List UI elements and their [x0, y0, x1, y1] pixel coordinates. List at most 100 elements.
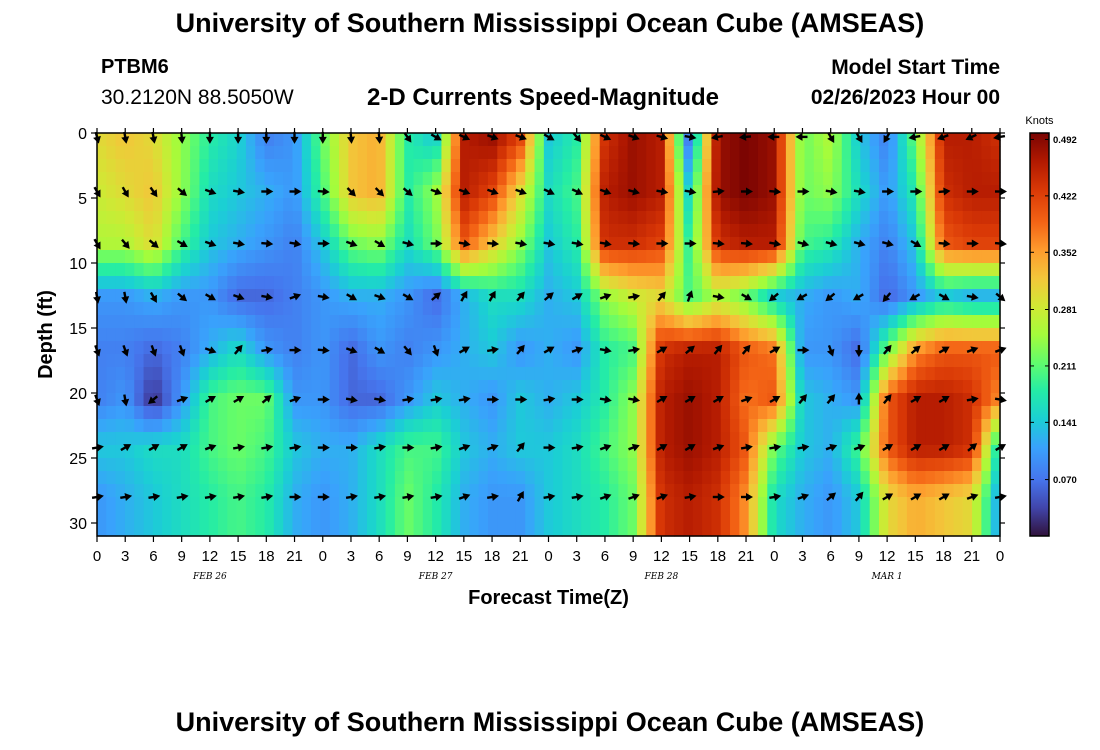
heatmap-cell [748, 484, 759, 498]
heatmap-cell [366, 198, 377, 212]
heatmap-cell [646, 458, 657, 472]
heatmap-cell [860, 393, 871, 407]
heatmap-cell [869, 471, 880, 485]
current-arrow [458, 239, 471, 248]
heatmap-cell [925, 133, 936, 147]
heatmap-cell [301, 146, 312, 160]
current-arrow [204, 187, 217, 196]
heatmap-cell [534, 497, 545, 511]
heatmap-cell [469, 523, 480, 537]
heatmap-cell [283, 328, 294, 342]
heatmap-cell [581, 406, 591, 420]
heatmap-cell [329, 289, 340, 303]
heatmap-cell [432, 211, 443, 225]
heatmap-cell [599, 471, 610, 485]
heatmap-cell [776, 276, 787, 290]
heatmap-cell [273, 497, 284, 511]
x-tick-label: 12 [879, 548, 896, 565]
heatmap-cell [534, 445, 545, 459]
heatmap-cell [497, 523, 508, 537]
heatmap-cell [636, 185, 647, 199]
heatmap-cell [283, 497, 294, 511]
heatmap-cell [143, 159, 154, 173]
heatmap-cell [553, 315, 564, 329]
heatmap-cell [683, 276, 694, 290]
heatmap-cell [478, 302, 489, 316]
heatmap-cell [627, 497, 638, 511]
current-arrow [488, 290, 496, 302]
heatmap-cell [962, 523, 973, 537]
heatmap-cell [180, 263, 191, 277]
heatmap-cell [702, 523, 713, 537]
heatmap-cell [925, 354, 936, 368]
current-arrow [881, 239, 894, 248]
heatmap-cell [562, 510, 573, 524]
heatmap-cell [301, 380, 312, 394]
heatmap-cell [720, 198, 731, 212]
heatmap-cell [497, 432, 508, 446]
heatmap-cell [525, 185, 536, 199]
heatmap-cell [422, 419, 433, 433]
heatmap-cell [273, 289, 284, 303]
heatmap-cell [227, 380, 238, 394]
heatmap-cell [785, 406, 796, 420]
heatmap-cell [711, 224, 722, 238]
heatmap-cell [581, 523, 591, 537]
heatmap-cell [869, 341, 880, 355]
heatmap-cell [823, 263, 834, 277]
current-arrow [232, 293, 245, 301]
heatmap-cell [776, 523, 787, 537]
heatmap-cell [301, 458, 312, 472]
heatmap-cell [832, 185, 843, 199]
heatmap-cell [162, 159, 173, 173]
heatmap-cell [218, 276, 228, 290]
heatmap-cell [813, 302, 824, 316]
heatmap-cell [348, 159, 359, 173]
heatmap-cell [376, 224, 387, 238]
heatmap-cell [878, 276, 889, 290]
heatmap-cell [692, 445, 703, 459]
heatmap-cell [506, 224, 517, 238]
heatmap-cell [404, 224, 415, 238]
heatmap-cell [255, 328, 266, 342]
current-arrow [289, 443, 302, 452]
heatmap-cell [906, 328, 917, 342]
heatmap-cell [171, 497, 182, 511]
heatmap-cell [906, 211, 917, 225]
heatmap-cell [962, 315, 973, 329]
heatmap-cell [441, 471, 452, 485]
heatmap-cell [208, 276, 219, 290]
x-tick-label: 3 [347, 548, 355, 565]
heatmap-cell [394, 276, 405, 290]
current-arrow [966, 239, 979, 248]
heatmap-cell [515, 159, 526, 173]
heatmap-cell [152, 289, 163, 303]
heatmap-cell [441, 445, 452, 459]
heatmap-cell [636, 250, 647, 264]
heatmap-cell [813, 172, 824, 186]
heatmap-cell [934, 419, 945, 433]
current-arrow [741, 187, 753, 196]
heatmap-cell [832, 471, 843, 485]
current-arrow [852, 293, 864, 301]
current-arrow [825, 187, 838, 196]
heatmap-cell [785, 432, 796, 446]
heatmap-cell [534, 367, 545, 381]
heatmap-cell [646, 419, 657, 433]
heatmap-cell [413, 276, 424, 290]
heatmap-cell [525, 367, 536, 381]
date-label: FEB 27 [418, 572, 453, 582]
heatmap-cell [646, 523, 657, 537]
heatmap-cell [134, 133, 145, 147]
current-arrow [261, 395, 272, 404]
heatmap-cell [823, 172, 834, 186]
heatmap-cell [404, 315, 415, 329]
heatmap-cell [450, 276, 461, 290]
heatmap-cell [320, 445, 331, 459]
heatmap-cell [609, 510, 619, 524]
heatmap-cell [320, 419, 331, 433]
heatmap-cell [916, 484, 927, 498]
heatmap-cell [860, 432, 871, 446]
heatmap-cell [553, 497, 564, 511]
heatmap-cell [385, 471, 396, 485]
